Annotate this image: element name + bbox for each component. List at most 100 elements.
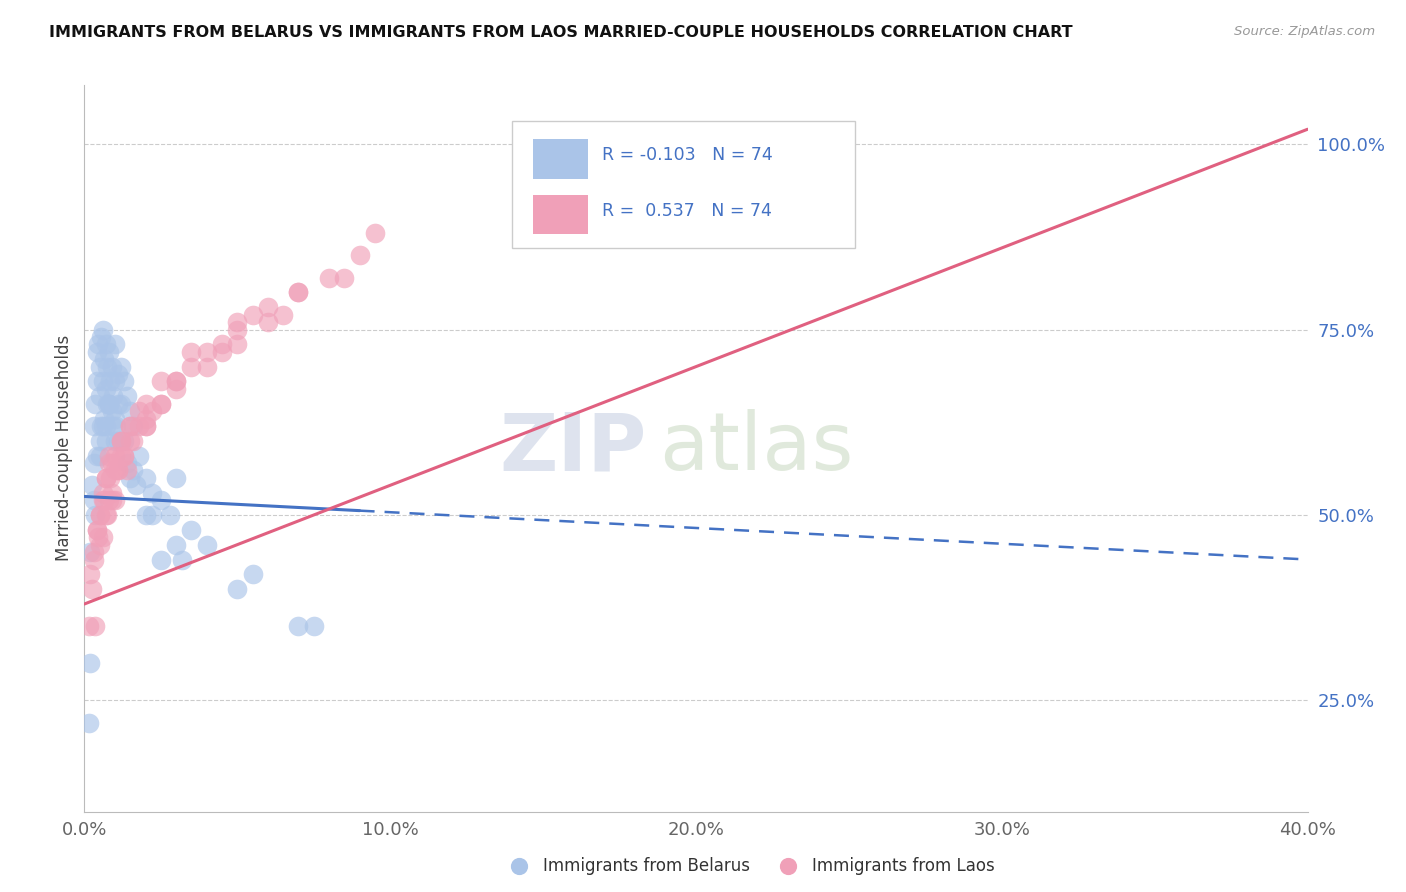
- Point: [86, 375, 108, 389]
- Point: [98, 471, 121, 485]
- Point: [195, 359, 218, 374]
- Point: [105, 419, 128, 434]
- Point: [83, 545, 105, 559]
- Point: [89, 508, 111, 522]
- Point: [257, 315, 280, 329]
- Point: [101, 456, 124, 470]
- Point: [180, 523, 202, 537]
- Point: [97, 493, 120, 508]
- Point: [226, 322, 249, 336]
- Point: [226, 315, 249, 329]
- Point: [110, 449, 132, 463]
- Point: [110, 397, 132, 411]
- Point: [242, 567, 264, 582]
- Point: [80, 582, 103, 597]
- Point: [86, 523, 108, 537]
- Point: [122, 434, 145, 448]
- Point: [122, 419, 145, 434]
- Point: [94, 434, 117, 448]
- Point: [80, 478, 103, 492]
- Point: [83, 552, 105, 566]
- Point: [93, 411, 115, 425]
- Point: [349, 248, 371, 262]
- Point: [84, 880, 107, 892]
- Point: [135, 419, 157, 434]
- Point: [120, 471, 142, 485]
- Point: [101, 493, 124, 508]
- Point: [141, 508, 163, 522]
- Point: [242, 308, 264, 322]
- Point: [83, 456, 105, 470]
- Point: [195, 344, 218, 359]
- Text: Immigrants from Laos: Immigrants from Laos: [813, 857, 995, 875]
- Point: [211, 337, 233, 351]
- Point: [226, 337, 249, 351]
- Point: [180, 359, 202, 374]
- Point: [287, 619, 309, 633]
- Point: [90, 330, 112, 344]
- Point: [93, 352, 115, 367]
- Point: [87, 530, 110, 544]
- Point: [101, 359, 124, 374]
- Point: [91, 485, 114, 500]
- Point: [149, 397, 172, 411]
- Point: [91, 419, 114, 434]
- Point: [77, 619, 100, 633]
- Point: [110, 359, 132, 374]
- Point: [91, 530, 114, 544]
- Point: [165, 538, 187, 552]
- Point: [89, 538, 111, 552]
- Point: [165, 471, 187, 485]
- Point: [89, 449, 111, 463]
- Point: [83, 419, 105, 434]
- Point: [104, 493, 127, 508]
- Point: [79, 567, 101, 582]
- Point: [149, 552, 172, 566]
- Point: [97, 344, 120, 359]
- Point: [141, 485, 163, 500]
- Point: [94, 382, 117, 396]
- Point: [110, 434, 132, 448]
- Y-axis label: Married-couple Households: Married-couple Households: [55, 335, 73, 561]
- Point: [112, 449, 135, 463]
- Point: [135, 397, 157, 411]
- Point: [94, 419, 117, 434]
- Point: [107, 434, 129, 448]
- Point: [83, 493, 105, 508]
- Text: ZIP: ZIP: [499, 409, 647, 487]
- Point: [211, 344, 233, 359]
- Text: R = -0.103   N = 74: R = -0.103 N = 74: [602, 146, 772, 164]
- Text: atlas: atlas: [659, 409, 853, 487]
- Point: [115, 463, 138, 477]
- Point: [135, 411, 157, 425]
- Point: [128, 419, 150, 434]
- Point: [86, 344, 108, 359]
- Point: [104, 411, 127, 425]
- Point: [86, 523, 108, 537]
- Point: [103, 419, 125, 434]
- Point: [101, 404, 124, 418]
- Point: [165, 382, 187, 396]
- Point: [107, 463, 129, 477]
- Point: [149, 397, 172, 411]
- Point: [91, 375, 114, 389]
- Text: Source: ZipAtlas.com: Source: ZipAtlas.com: [1234, 25, 1375, 38]
- Point: [195, 538, 218, 552]
- Point: [94, 471, 117, 485]
- Point: [125, 478, 148, 492]
- Point: [318, 270, 340, 285]
- Point: [287, 285, 309, 300]
- Point: [135, 471, 157, 485]
- Point: [98, 375, 121, 389]
- Text: R =  0.537   N = 74: R = 0.537 N = 74: [602, 202, 772, 219]
- Point: [84, 619, 107, 633]
- Point: [165, 375, 187, 389]
- Point: [77, 715, 100, 730]
- Point: [96, 508, 118, 522]
- Point: [104, 449, 127, 463]
- Point: [97, 449, 120, 463]
- Point: [91, 322, 114, 336]
- Point: [120, 404, 142, 418]
- Point: [287, 285, 309, 300]
- Point: [94, 337, 117, 351]
